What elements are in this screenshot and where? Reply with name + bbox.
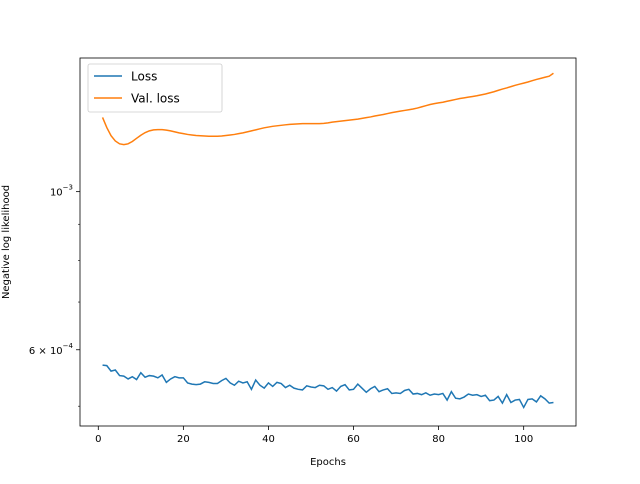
x-tick-label: 0 <box>95 434 101 445</box>
legend-label: Loss <box>131 70 157 84</box>
series-line <box>101 72 554 146</box>
axes-frame <box>79 57 577 427</box>
x-tick-label: 40 <box>262 434 275 445</box>
x-tick-label: 100 <box>514 434 533 445</box>
x-axis-label: Epochs <box>310 457 346 468</box>
x-tick-label: 60 <box>347 434 360 445</box>
y-tick-base: 6 × 10 <box>29 346 63 357</box>
y-tick-exponent: −3 <box>63 184 73 192</box>
y-tick-base: 10 <box>50 188 63 199</box>
y-tick-label: 6 × 10−4 <box>29 342 74 357</box>
x-tick-label: 80 <box>432 434 445 445</box>
y-tick-exponent: −4 <box>63 342 74 350</box>
legend-label: Val. loss <box>131 92 180 106</box>
y-tick-label: 10−3 <box>50 184 73 199</box>
y-axis-label: Negative log likelihood <box>1 185 12 299</box>
x-tick-label: 20 <box>177 434 190 445</box>
series-line <box>102 364 554 410</box>
